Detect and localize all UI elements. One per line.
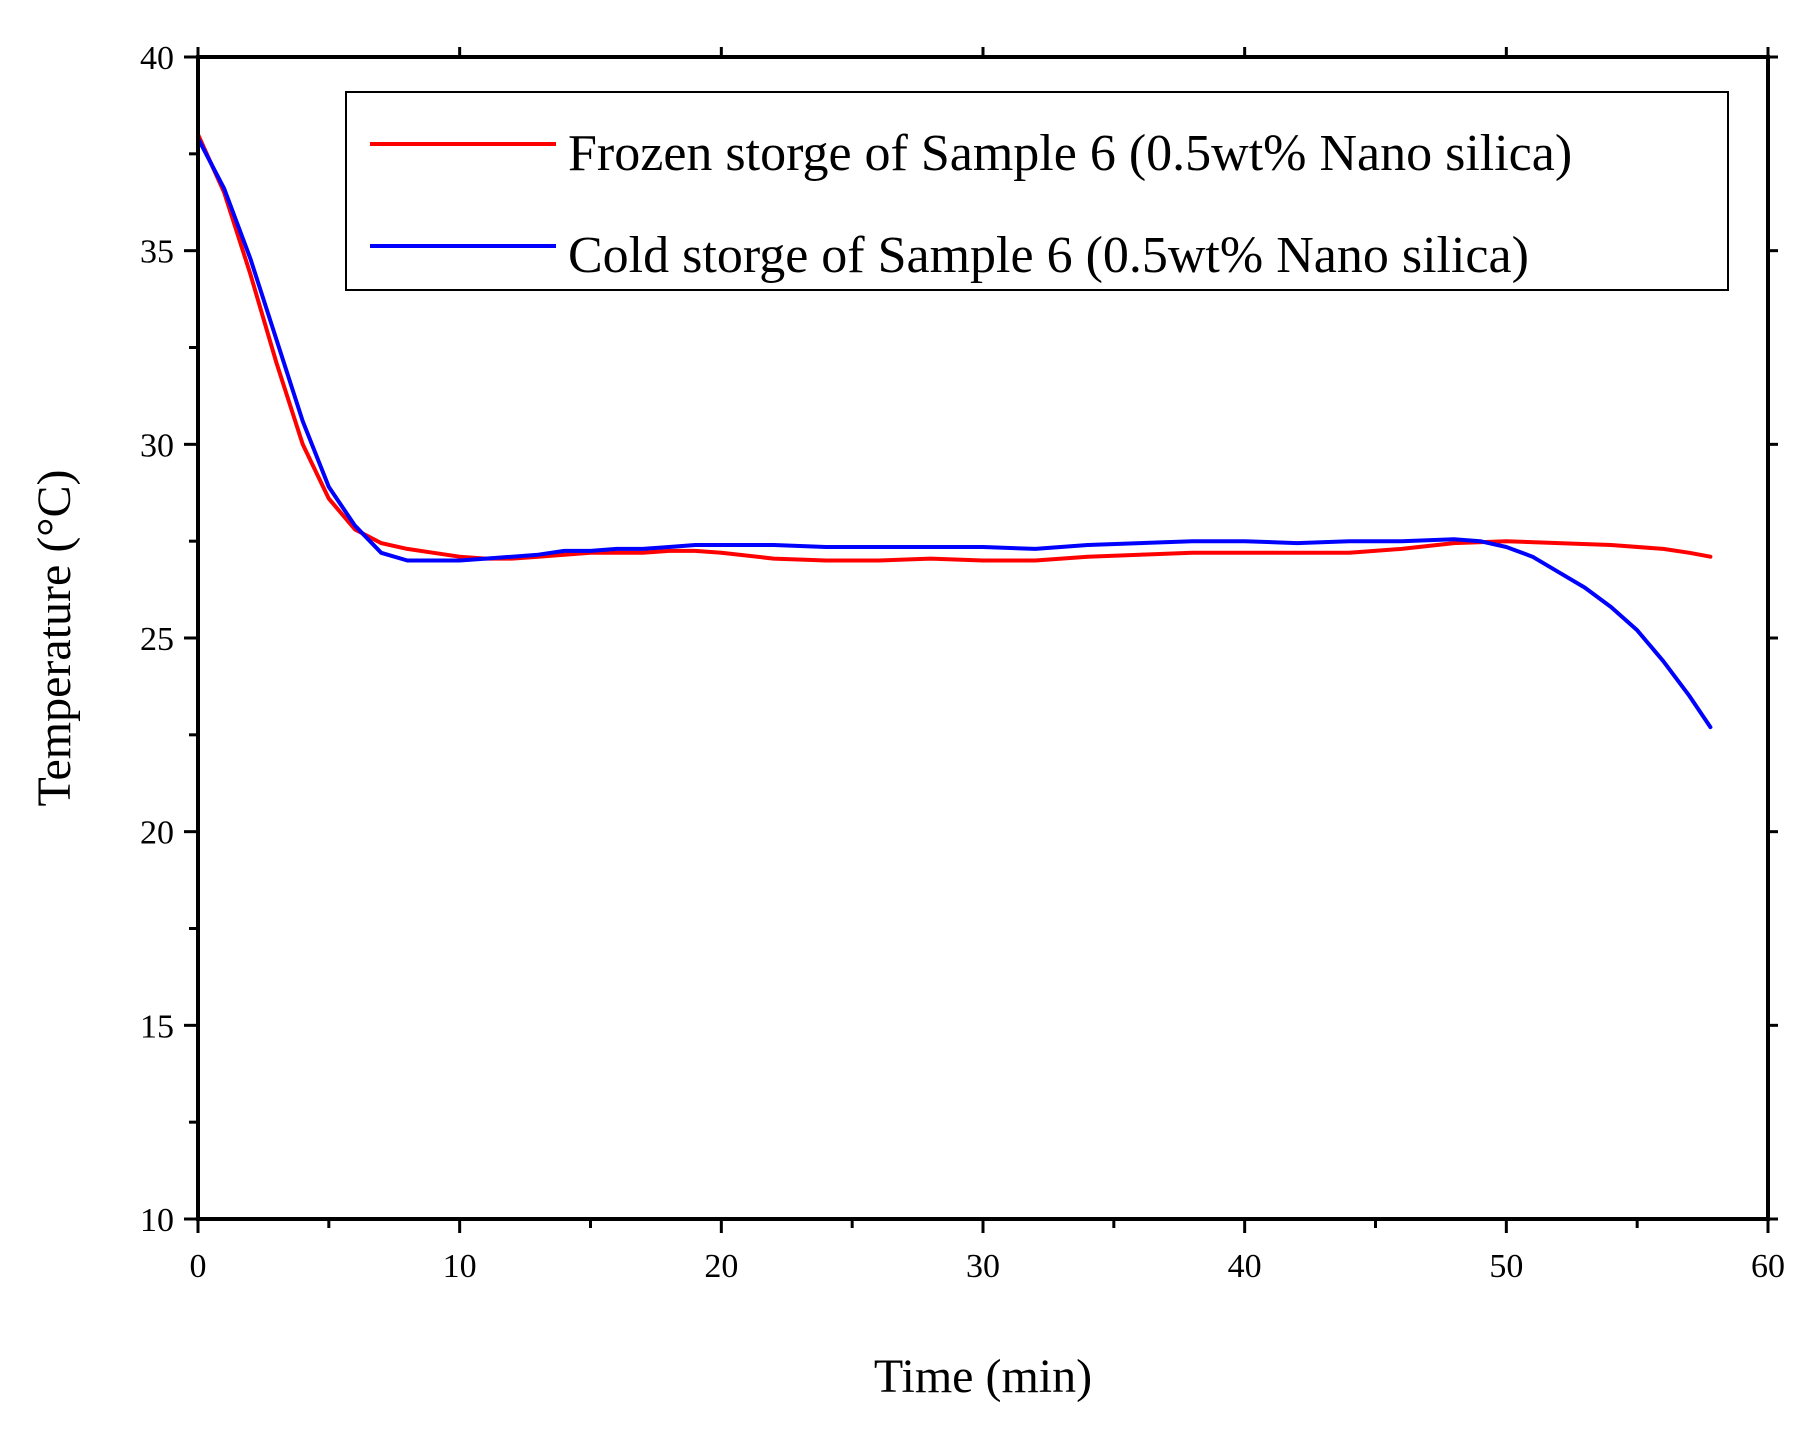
legend-label-cold-storage: Cold storge of Sample 6 (0.5wt% Nano sil…: [568, 227, 1529, 284]
x-axis-title: Time (min): [874, 1350, 1092, 1403]
x-tick-label: 10: [443, 1248, 477, 1285]
x-tick-label: 20: [704, 1248, 738, 1285]
y-tick-label: 10: [140, 1202, 174, 1239]
series-lines: [196, 132, 1713, 730]
y-tick-label: 20: [140, 815, 174, 852]
y-tick-label: 15: [140, 1008, 174, 1045]
legend-box: [345, 91, 1729, 291]
x-tick-labels: 0 10 20 30 40 50 60: [190, 1248, 1786, 1285]
legend: Frozen storge of Sample 6 (0.5wt% Nano s…: [345, 91, 1729, 291]
y-axis-title: Temperature (°C): [28, 469, 81, 806]
plot-frame: [196, 55, 1770, 1221]
legend-label-frozen-storage: Frozen storge of Sample 6 (0.5wt% Nano s…: [568, 125, 1572, 182]
series-line-frozen-storage: [196, 132, 1713, 563]
series-line-cold-storage: [196, 136, 1713, 730]
x-tick-label: 40: [1228, 1248, 1262, 1285]
y-tick-label: 25: [140, 621, 174, 658]
y-tick-label: 35: [140, 234, 174, 271]
y-tick-label: 40: [140, 40, 174, 77]
x-tick-label: 50: [1489, 1248, 1523, 1285]
y-tick-label: 30: [140, 427, 174, 464]
x-tick-label: 30: [966, 1248, 1000, 1285]
y-tick-labels: 10 15 20 25 30 35 40: [140, 40, 174, 1239]
x-tick-label: 60: [1751, 1248, 1785, 1285]
x-tick-label: 0: [190, 1248, 207, 1285]
